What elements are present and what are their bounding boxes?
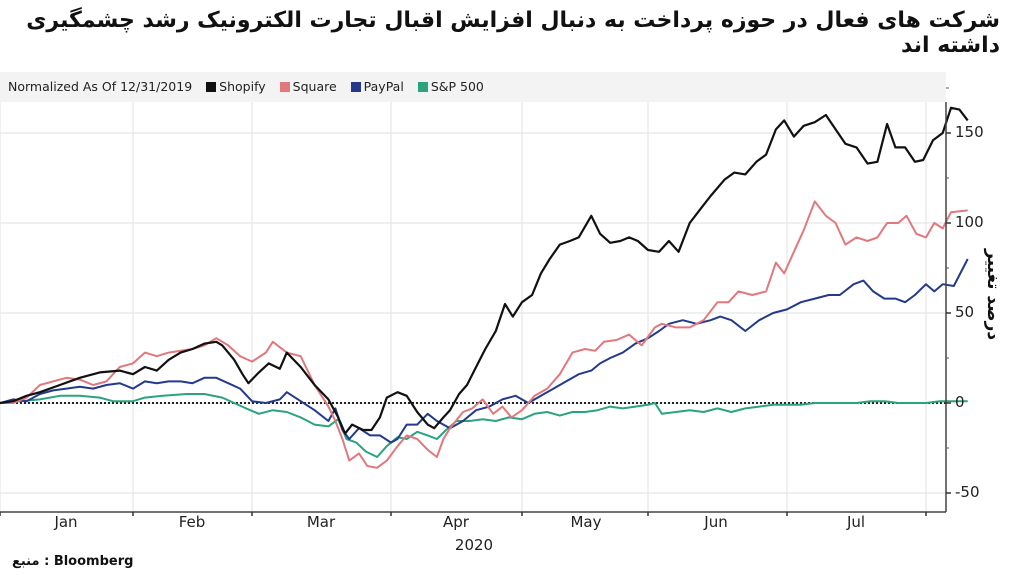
legend-bar	[0, 72, 946, 102]
series-line-paypal	[0, 258, 969, 444]
x-axis-year: 2020	[454, 536, 494, 554]
x-tick-jun: Jun	[704, 513, 728, 531]
legend-swatch-paypal	[350, 81, 361, 92]
y-tick-100: 100	[955, 213, 984, 231]
legend-label-paypal: PayPal	[363, 79, 404, 94]
gridlines	[0, 102, 946, 512]
x-tick-jul: Jul	[846, 513, 866, 531]
source-label: منبع	[12, 554, 40, 569]
source-name: Bloomberg	[53, 554, 134, 569]
y-tick-150: 150	[955, 123, 984, 141]
y-axis-label: درصد تغییر	[983, 249, 1003, 341]
y-tick-50: 50	[955, 303, 975, 321]
x-tick-may: May	[570, 513, 602, 531]
x-tick-mar: Mar	[306, 513, 336, 531]
legend-label-sp500: S&P 500	[430, 79, 484, 94]
x-tick-jan: Jan	[54, 513, 78, 531]
legend-label-shopify: Shopify	[219, 79, 266, 94]
series-lines	[0, 106, 969, 469]
legend-item-shopify: Shopify	[206, 79, 266, 94]
y-tick-minus-50: -50	[955, 483, 980, 501]
x-tick-feb: Feb	[178, 513, 206, 531]
y-tick-0: 0	[955, 393, 965, 411]
series-line-square	[0, 200, 968, 469]
series-line-shopify	[0, 106, 969, 435]
legend-caption: Normalized As Of 12/31/2019	[8, 79, 193, 94]
legend: Normalized As Of 12/31/2019 Shopify Squa…	[8, 79, 498, 94]
legend-item-paypal: PayPal	[350, 79, 404, 94]
axis-ticks	[0, 87, 951, 516]
legend-label-square: Square	[292, 79, 337, 94]
legend-item-square: Square	[279, 79, 337, 94]
source-credit: منبع : Bloomberg	[12, 554, 133, 569]
chart-title: شرکت های فعال در حوزه پرداخت به دنبال اف…	[26, 8, 1000, 58]
legend-swatch-square	[279, 81, 290, 92]
legend-item-sp500: S&P 500	[417, 79, 484, 94]
x-tick-apr: Apr	[443, 513, 469, 531]
legend-swatch-sp500	[417, 81, 428, 92]
source-separator: :	[44, 554, 50, 569]
series-line-sp500	[0, 393, 968, 458]
legend-swatch-shopify	[206, 81, 217, 92]
